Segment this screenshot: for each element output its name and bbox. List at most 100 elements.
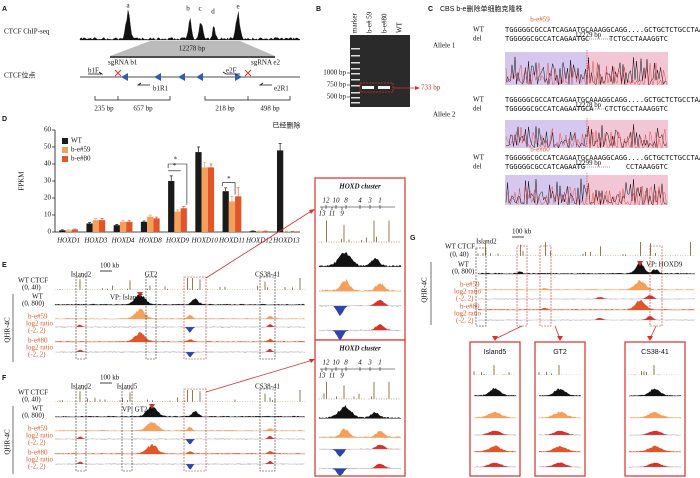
error-bar xyxy=(155,216,159,219)
label: Allele 1 xyxy=(433,42,456,50)
label: (0, 800) xyxy=(452,268,475,276)
track-signal xyxy=(628,365,680,375)
box xyxy=(351,92,360,94)
track-signal xyxy=(54,405,306,418)
label: 4 xyxy=(358,359,362,367)
bar xyxy=(126,221,133,232)
label: HOXD cluster xyxy=(338,183,381,191)
label: log2 ratio xyxy=(454,310,482,318)
primer-arrow xyxy=(258,82,272,86)
y-tick-label: 60 xyxy=(44,126,52,134)
arrow-head xyxy=(309,209,315,214)
label: (0, 40) xyxy=(22,284,41,292)
track-signal xyxy=(473,387,517,397)
label: TCTGCCTAAAGGTC xyxy=(609,35,668,43)
label: 218 bp xyxy=(215,105,235,113)
label: 12 xyxy=(323,359,331,367)
error-bar xyxy=(176,209,179,212)
label: CBS b-e删除单细胞克隆株 xyxy=(440,4,522,13)
track-signal xyxy=(318,381,400,400)
track-signal xyxy=(318,220,400,243)
error-bar xyxy=(127,220,131,222)
bar xyxy=(180,208,187,232)
annotation: 已经删除 xyxy=(272,121,300,130)
track-signal xyxy=(54,278,306,290)
error-bar xyxy=(203,161,207,168)
box xyxy=(121,388,133,472)
label: del xyxy=(473,105,482,113)
track-ratio-up xyxy=(319,463,401,469)
label: 100 kb xyxy=(100,262,120,270)
peak-label: a xyxy=(126,2,130,10)
label: WT xyxy=(473,154,485,162)
label: GT2 xyxy=(145,271,158,279)
track-signal xyxy=(54,443,306,455)
track-signal xyxy=(318,252,402,267)
track-signal xyxy=(538,411,582,419)
panel-label: E xyxy=(2,262,7,269)
x-tick-label: HOXD3 xyxy=(83,237,107,245)
track-ratio-up xyxy=(539,462,581,467)
error-bar xyxy=(182,206,186,209)
label: log2 ratio xyxy=(26,456,54,464)
significance: * xyxy=(173,162,177,170)
label: 13 xyxy=(319,372,327,380)
track-signal xyxy=(473,411,517,419)
label: WT xyxy=(32,405,44,413)
chromatogram xyxy=(505,127,667,149)
box xyxy=(351,79,360,81)
label: Island2 xyxy=(71,383,92,391)
label: (-2, 2) xyxy=(28,327,46,335)
label: (-2, 2) xyxy=(28,463,46,471)
y-tick-label: 10 xyxy=(44,211,52,219)
panel-label: F xyxy=(2,375,7,382)
track-ratio-up xyxy=(55,348,305,352)
label: 657 bp xyxy=(133,105,153,113)
track-signal xyxy=(79,9,301,41)
label: VP: HOXD9 xyxy=(646,261,683,269)
legend-label: WT xyxy=(71,137,83,145)
error-bar xyxy=(169,175,173,181)
label: 11 xyxy=(329,372,335,380)
error-bar xyxy=(230,195,234,202)
box xyxy=(539,245,552,327)
label: 10 xyxy=(333,359,341,367)
label: VP: Island5 xyxy=(110,294,144,302)
label: CS38-41 xyxy=(255,383,280,391)
track-ratio-up xyxy=(319,323,401,331)
viewpoint xyxy=(149,404,155,409)
box xyxy=(378,86,390,89)
box xyxy=(359,82,394,93)
x-tick-label: HOXD12 xyxy=(245,237,273,245)
label: e2F xyxy=(226,67,237,75)
box xyxy=(624,341,686,477)
label: QHR-4C xyxy=(4,429,12,455)
label: (0, 40) xyxy=(22,396,41,404)
peak-label: c xyxy=(198,5,201,13)
track-ratio-down xyxy=(55,352,305,358)
box xyxy=(469,341,521,477)
box xyxy=(475,247,487,327)
label: log2 ratio xyxy=(26,320,54,328)
error-bar xyxy=(142,220,146,222)
bar xyxy=(256,231,263,232)
ctcf-site xyxy=(178,73,185,81)
track-ratio-up xyxy=(55,435,305,439)
track-signal xyxy=(473,445,517,453)
y-axis-label: FPKM xyxy=(18,171,26,191)
legend-swatch xyxy=(62,156,68,162)
label: QHR-4C xyxy=(4,317,12,343)
label: b1F xyxy=(88,67,99,75)
y-tick-label: 0 xyxy=(48,228,52,236)
x-tick-label: HOXD10 xyxy=(190,237,218,245)
box xyxy=(351,85,360,87)
track-signal xyxy=(477,299,696,311)
label: 4 xyxy=(358,197,362,205)
bar xyxy=(289,231,296,232)
label: Island5 xyxy=(484,349,507,356)
label: WT xyxy=(473,26,485,34)
label: CTCF ChIP-seq xyxy=(4,28,50,36)
box xyxy=(587,52,668,85)
box xyxy=(351,68,360,70)
